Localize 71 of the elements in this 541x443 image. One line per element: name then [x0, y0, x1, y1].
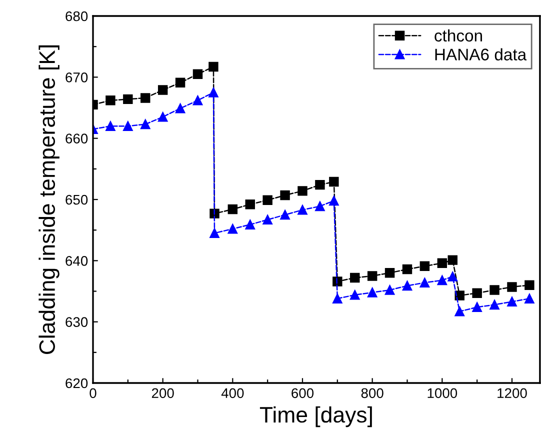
point [210, 228, 220, 238]
point [298, 205, 308, 215]
point [280, 210, 290, 220]
x-tick-label: 1000 [428, 388, 458, 398]
point [175, 104, 186, 114]
y-tick-label: 660 [66, 134, 88, 144]
point [420, 261, 430, 272]
x-tick-label: 200 [152, 388, 174, 398]
y-tick-label: 650 [66, 194, 88, 205]
x-axis-title: Time [days] [260, 406, 372, 428]
point [329, 196, 339, 206]
point [420, 278, 430, 288]
point [315, 201, 325, 212]
point [158, 112, 168, 122]
point [454, 306, 464, 316]
y-axis-title: Cladding inside temperature [K] [38, 45, 60, 354]
point [175, 78, 186, 88]
point [367, 271, 378, 281]
point [448, 272, 458, 282]
legend-label: cthcon [434, 29, 482, 42]
point [192, 96, 203, 106]
point [524, 280, 534, 290]
point [332, 294, 342, 304]
point [524, 294, 534, 304]
point [402, 280, 412, 291]
point [402, 264, 412, 274]
point [384, 285, 395, 295]
point [367, 288, 378, 298]
point [350, 290, 360, 300]
point [123, 94, 133, 104]
point [208, 88, 218, 98]
point [106, 121, 116, 131]
x-tick-label: 800 [361, 388, 384, 398]
y-tick-label: 680 [66, 11, 88, 22]
x-tick-label: 1200 [498, 388, 527, 398]
x-tick-label: 400 [221, 388, 244, 398]
point [437, 258, 448, 268]
y-tick-label: 670 [66, 72, 88, 82]
point [448, 255, 458, 265]
point [123, 121, 133, 131]
point [437, 275, 448, 286]
point [245, 200, 255, 210]
legend-label: HANA6 data [435, 48, 527, 60]
point [472, 302, 482, 312]
point [490, 285, 500, 295]
point [228, 224, 238, 234]
point [158, 85, 168, 95]
point [329, 176, 339, 187]
point [507, 282, 517, 292]
point [228, 204, 238, 214]
point [262, 214, 272, 225]
point [384, 268, 395, 278]
x-tick-label: 0 [90, 388, 96, 398]
y-tick-label: 640 [66, 256, 88, 266]
point [192, 69, 203, 79]
y-tick-label: 620 [66, 378, 88, 388]
point [140, 93, 150, 103]
point [315, 180, 325, 190]
point [350, 272, 360, 283]
point [280, 190, 290, 200]
point [472, 288, 482, 298]
point [262, 195, 272, 205]
point [208, 62, 218, 72]
point [490, 300, 500, 310]
point [245, 220, 255, 230]
point [298, 186, 308, 196]
point [507, 296, 517, 307]
point [140, 119, 150, 130]
x-tick-label: 600 [292, 388, 314, 398]
point [106, 96, 116, 106]
y-tick-label: 630 [66, 317, 88, 328]
